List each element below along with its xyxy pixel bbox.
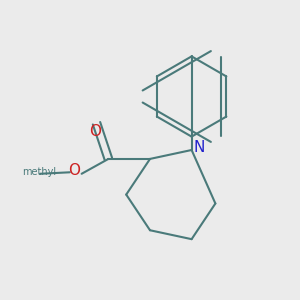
Text: N: N — [194, 140, 205, 154]
Text: O: O — [68, 163, 80, 178]
Text: O: O — [89, 124, 101, 139]
Text: methyl: methyl — [22, 167, 56, 177]
